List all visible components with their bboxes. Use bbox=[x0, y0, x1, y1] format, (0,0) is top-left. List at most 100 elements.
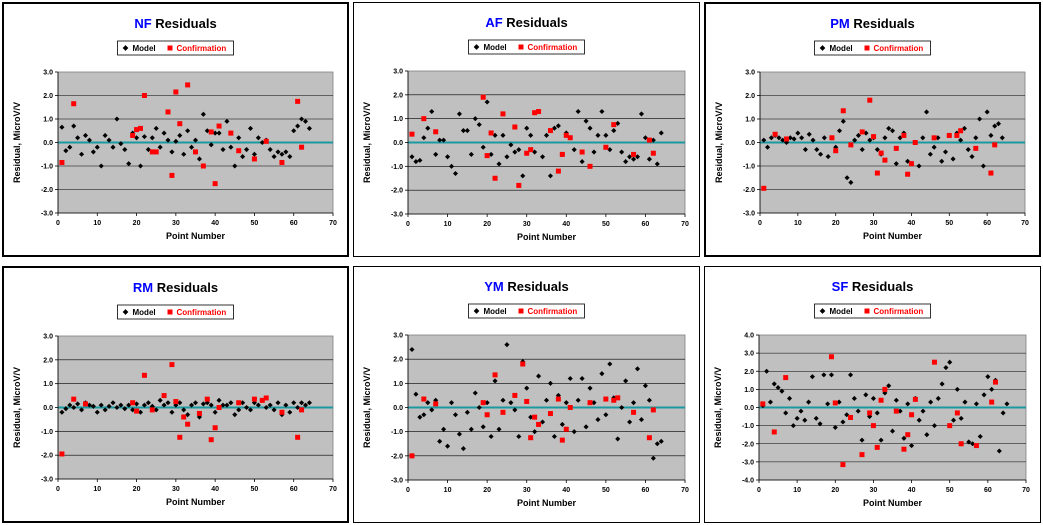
model-point bbox=[145, 147, 151, 153]
model-point bbox=[528, 414, 534, 420]
chart-panel-nf: NF Residuals Model Confirmation 3.0 2.0 1.0 0.… bbox=[2, 2, 349, 257]
confirmation-point bbox=[169, 172, 175, 178]
confirmation-point bbox=[840, 462, 846, 468]
model-point bbox=[988, 132, 994, 138]
model-point bbox=[247, 407, 254, 413]
x-tick-label: 60 bbox=[983, 220, 991, 227]
confirmation-point bbox=[954, 132, 960, 138]
confirmation-point bbox=[555, 396, 561, 402]
x-tick-label: 60 bbox=[642, 487, 650, 494]
confirmation-point bbox=[141, 93, 147, 98]
x-tick-label: 50 bbox=[602, 487, 610, 494]
model-point bbox=[200, 401, 206, 407]
model-point bbox=[859, 437, 865, 443]
legend-model-marker bbox=[819, 308, 826, 314]
model-point bbox=[623, 159, 629, 165]
confirmation-point bbox=[989, 399, 995, 405]
y-tick-label: 1.0 bbox=[43, 381, 53, 388]
confirmation-point bbox=[299, 407, 305, 413]
model-point bbox=[413, 391, 419, 397]
model-point bbox=[98, 163, 104, 169]
y-tick-label: -1.0 bbox=[742, 423, 754, 430]
y-tick-label: -3.0 bbox=[41, 477, 53, 484]
legend-confirmation-marker bbox=[864, 45, 870, 51]
model-point bbox=[512, 149, 518, 155]
confirmation-point bbox=[587, 400, 593, 406]
model-point bbox=[141, 402, 147, 408]
y-tick-label: 2.0 bbox=[393, 92, 403, 99]
model-point bbox=[836, 128, 843, 134]
y-tick-label: 2.0 bbox=[744, 369, 754, 376]
y-tick-label: -1.0 bbox=[41, 429, 53, 436]
confirmation-point bbox=[71, 101, 77, 107]
model-point bbox=[224, 118, 230, 124]
model-point bbox=[169, 149, 175, 155]
model-point bbox=[863, 130, 869, 136]
y-tick-label: 3.0 bbox=[43, 334, 53, 341]
model-point bbox=[228, 144, 234, 150]
model-point bbox=[468, 426, 474, 432]
confirmation-point bbox=[893, 408, 899, 414]
model-point bbox=[627, 419, 633, 425]
confirmation-point bbox=[279, 409, 285, 415]
confirmation-point bbox=[973, 443, 979, 449]
x-tick-label: 40 bbox=[908, 487, 916, 494]
confirmation-point bbox=[973, 145, 979, 151]
confirmation-point bbox=[409, 453, 415, 459]
x-tick-label: 50 bbox=[602, 221, 610, 228]
model-point bbox=[441, 137, 447, 143]
confirmation-point bbox=[912, 396, 918, 402]
model-point bbox=[59, 124, 65, 130]
confirmation-point bbox=[859, 452, 865, 458]
model-point bbox=[67, 144, 73, 150]
x-tick-label: 40 bbox=[562, 487, 570, 494]
model-point bbox=[417, 157, 423, 163]
model-point bbox=[638, 417, 645, 423]
legend-confirmation-marker bbox=[864, 308, 870, 314]
x-axis-label: Point Number bbox=[863, 231, 922, 241]
model-point bbox=[920, 408, 926, 414]
model-point bbox=[623, 378, 629, 384]
confirmation-point bbox=[646, 137, 652, 143]
model-point bbox=[579, 159, 585, 165]
model-point bbox=[228, 400, 234, 406]
model-point bbox=[413, 159, 419, 165]
model-point bbox=[63, 406, 69, 412]
confirmation-point bbox=[587, 163, 593, 169]
y-axis-label: Residual, MicroV/V bbox=[12, 102, 22, 183]
confirmation-point bbox=[83, 401, 88, 407]
x-tick-label: 20 bbox=[831, 487, 839, 494]
x-tick-label: 50 bbox=[251, 486, 259, 493]
x-tick-label: 60 bbox=[642, 221, 650, 228]
y-tick-label: -2.0 bbox=[743, 187, 755, 194]
chart-title: YM Residuals bbox=[484, 279, 569, 294]
confirmation-point bbox=[421, 396, 427, 402]
chart-title-text: Residuals bbox=[848, 279, 913, 294]
confirmation-point bbox=[772, 131, 778, 137]
confirmation-point bbox=[840, 108, 846, 114]
confirmation-point bbox=[946, 132, 952, 138]
model-point bbox=[571, 429, 577, 435]
model-point bbox=[137, 163, 144, 169]
model-point bbox=[271, 407, 277, 413]
y-tick-label: 3.0 bbox=[43, 70, 53, 77]
model-point bbox=[658, 130, 664, 136]
confirmation-point bbox=[536, 109, 542, 115]
model-point bbox=[255, 135, 261, 141]
y-tick-label: 3.0 bbox=[393, 333, 403, 340]
confirmation-point bbox=[528, 435, 534, 441]
confirmation-point bbox=[421, 116, 427, 122]
model-point bbox=[291, 400, 297, 406]
x-tick-label: 10 bbox=[444, 221, 452, 228]
model-point bbox=[532, 429, 538, 435]
model-point bbox=[848, 179, 854, 185]
legend-confirmation-label: Confirmation bbox=[177, 308, 227, 317]
confirmation-point bbox=[958, 128, 964, 134]
x-tick-label: 0 bbox=[56, 220, 60, 227]
y-tick-label: 0.0 bbox=[43, 140, 53, 147]
model-point bbox=[189, 144, 195, 150]
confirmation-point bbox=[611, 397, 617, 403]
model-point bbox=[161, 402, 167, 408]
confirmation-point bbox=[909, 412, 915, 418]
legend-model-label: Model bbox=[484, 307, 507, 316]
